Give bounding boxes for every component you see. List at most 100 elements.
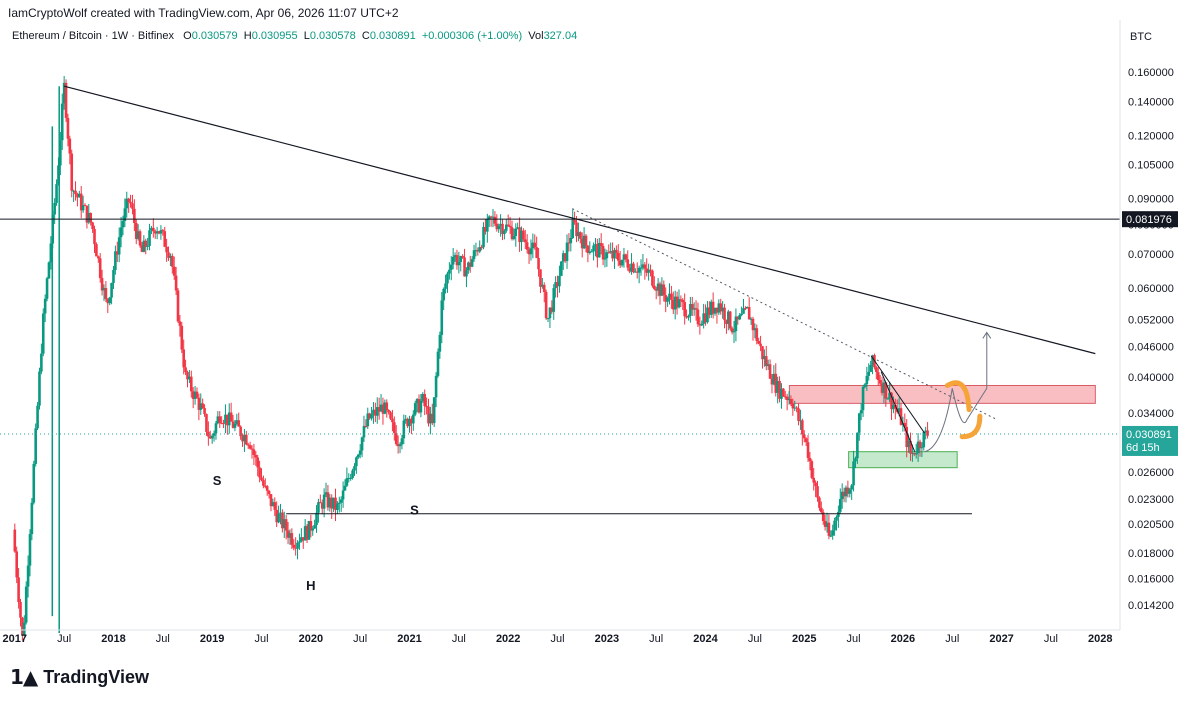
candle-body xyxy=(326,492,330,508)
candle-body xyxy=(620,259,624,266)
candle-body xyxy=(782,388,785,397)
candle-body xyxy=(489,216,493,218)
price-axis[interactable]: 0.160000 0.140000 0.120000 0.105000 0.090000… xyxy=(1128,67,1174,612)
candle-body xyxy=(687,315,690,318)
time-tick-label: Jul xyxy=(353,633,367,645)
candle-body xyxy=(918,441,922,448)
candle-body xyxy=(193,391,197,399)
candle-body xyxy=(245,434,248,445)
candle-body xyxy=(745,307,749,309)
candle-body xyxy=(269,494,273,507)
candle-body xyxy=(309,521,313,531)
candle-body xyxy=(533,242,537,248)
candle-body xyxy=(823,520,827,527)
candle-body xyxy=(275,509,278,523)
price-tick-label: 0.023000 xyxy=(1128,494,1174,506)
time-axis[interactable]: 2017 Jul 2018 Jul 2019 Jul 2020 Jul 2021 Jul 2022 J… xyxy=(3,633,1113,645)
candle-body xyxy=(394,433,398,445)
candle-body xyxy=(142,240,146,252)
price-tick-label: 0.060000 xyxy=(1128,283,1174,295)
pattern-label: H xyxy=(306,578,315,593)
time-tick-label: Jul xyxy=(57,633,71,645)
candle-body xyxy=(300,537,303,542)
candle-body xyxy=(301,537,305,541)
candle-body xyxy=(292,544,296,548)
candle-body xyxy=(256,457,260,468)
candle-body xyxy=(759,343,762,347)
candle-body xyxy=(43,298,47,314)
candle-body xyxy=(459,256,463,262)
candle-body xyxy=(224,414,227,424)
candle-body xyxy=(618,260,622,266)
candle-body xyxy=(362,425,366,438)
last-price-tag xyxy=(1122,425,1178,456)
candle-body xyxy=(216,416,220,424)
time-tick-label: Jul xyxy=(551,633,565,645)
price-tick-label: 0.046000 xyxy=(1128,341,1174,353)
level-price-tag-text: 0.081976 xyxy=(1126,214,1172,226)
candle-body xyxy=(385,402,389,411)
high-value: 0.030955 xyxy=(251,30,298,42)
candle-body xyxy=(634,271,637,273)
price-tick-label: 0.140000 xyxy=(1128,96,1174,108)
candle-body xyxy=(38,371,41,406)
candle-body xyxy=(717,303,721,313)
candle-body xyxy=(355,457,358,467)
low-value: 0.030578 xyxy=(309,30,356,42)
candle-body xyxy=(444,283,447,289)
candle-body xyxy=(152,227,155,232)
candle-body xyxy=(127,198,130,202)
candle-body xyxy=(685,316,688,318)
candle-body xyxy=(123,208,127,222)
tradingview-logo[interactable]: 𝟭▲ TradingView xyxy=(10,665,149,689)
candle-body xyxy=(203,407,206,415)
candle-body xyxy=(178,321,182,326)
chart-author-line: IamCryptoWolf created with TradingView.c… xyxy=(8,6,399,20)
candle-body xyxy=(675,296,679,308)
candle-body xyxy=(730,328,734,333)
symbol-name[interactable]: Ethereum / Bitcoin · 1W · Bitfinex xyxy=(12,30,174,42)
candle-body xyxy=(133,208,136,224)
candle-body xyxy=(176,290,180,322)
candle-body xyxy=(846,487,850,494)
candle-body xyxy=(501,223,504,235)
candle-body xyxy=(303,526,307,541)
candle-body xyxy=(332,497,335,509)
candle-body xyxy=(334,497,337,510)
candle-body xyxy=(698,324,702,326)
wedge-lower-line xyxy=(880,371,916,452)
candle-body xyxy=(324,492,328,495)
candle-body xyxy=(641,264,645,268)
candle-body xyxy=(770,378,774,385)
candle-body xyxy=(453,255,457,257)
candle-body xyxy=(611,251,614,259)
candle-body xyxy=(189,376,193,392)
candle-body xyxy=(504,224,508,231)
candle-body xyxy=(700,323,704,326)
candle-body xyxy=(744,308,747,310)
time-tick-label: 2021 xyxy=(397,633,421,645)
candle-body xyxy=(155,231,159,234)
candle-body xyxy=(171,255,174,267)
candle-body xyxy=(852,461,855,486)
candle-body xyxy=(34,428,37,464)
candle-body xyxy=(871,355,874,366)
candle-body xyxy=(129,201,132,204)
currency-label[interactable]: BTC xyxy=(1130,31,1152,43)
candle-body xyxy=(495,223,499,230)
candle-body xyxy=(725,320,728,324)
candle-body xyxy=(59,140,62,166)
candle-body xyxy=(212,433,216,436)
candle-body xyxy=(694,308,698,310)
candle-body xyxy=(47,262,51,279)
candle-body xyxy=(205,414,208,432)
candle-body xyxy=(330,497,334,509)
candle-body xyxy=(32,463,36,503)
candle-body xyxy=(842,491,846,497)
candle-body xyxy=(180,325,184,350)
candle-body xyxy=(95,244,98,257)
candle-body xyxy=(457,261,461,266)
candle-body xyxy=(556,282,559,287)
